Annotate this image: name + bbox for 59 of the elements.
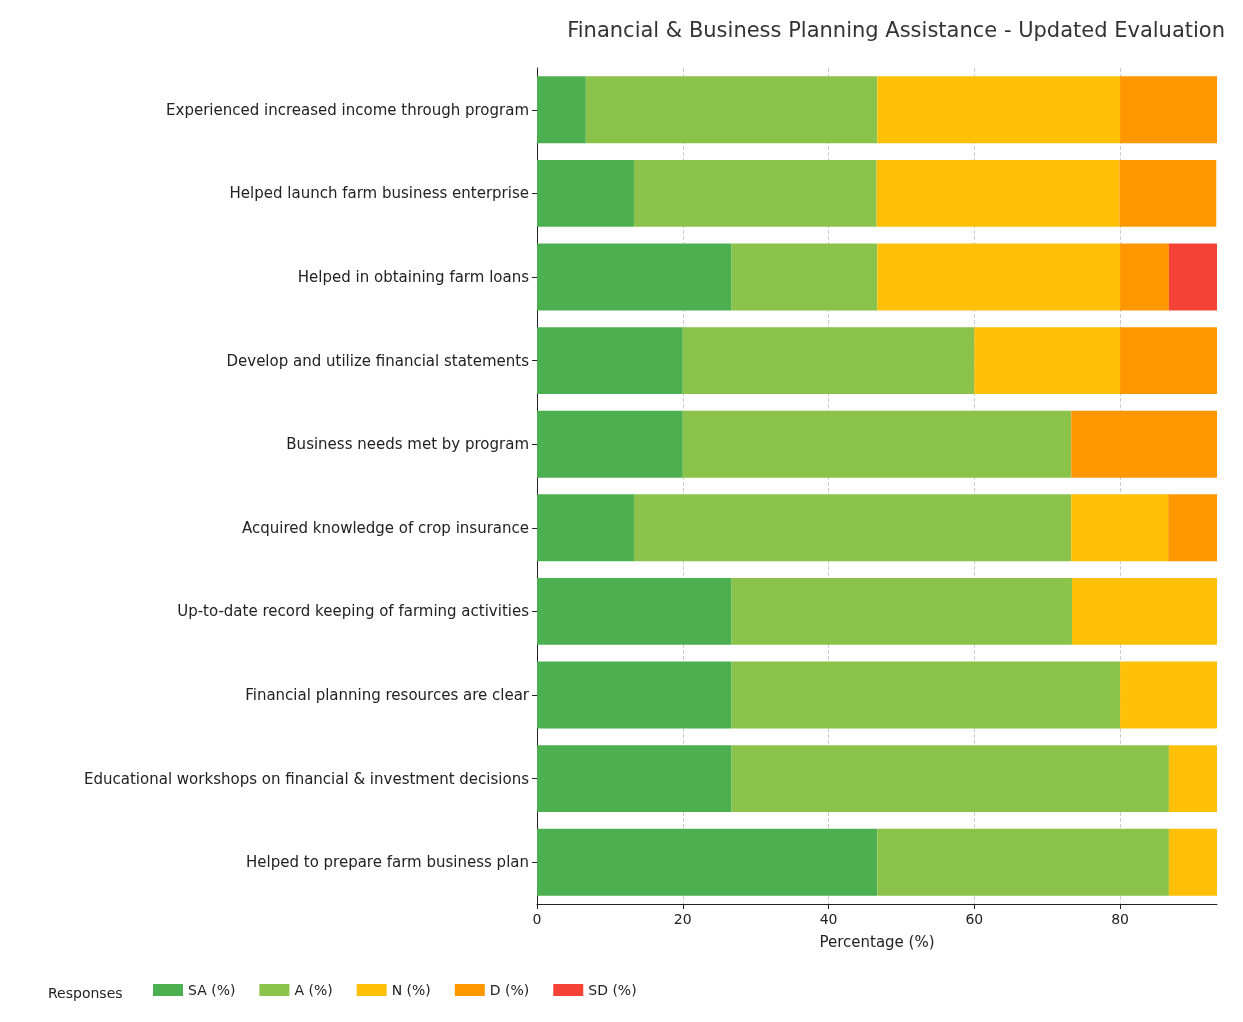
bar — [731, 745, 1169, 813]
bar — [537, 159, 634, 227]
bar — [877, 828, 1169, 896]
legend-label: SD (%) — [588, 982, 637, 998]
bar — [537, 76, 586, 144]
bar — [537, 243, 732, 311]
bar — [1120, 76, 1217, 144]
x-axis-title: Percentage (%) — [819, 932, 935, 951]
legend-label: SA (%) — [188, 982, 236, 998]
bar — [1120, 327, 1217, 395]
y-tick-label: Financial planning resources are clear — [245, 686, 530, 704]
legend-label: A (%) — [294, 982, 333, 998]
bar — [633, 159, 877, 227]
y-tick-label: Helped in obtaining farm loans — [297, 268, 530, 286]
bar — [1071, 577, 1217, 645]
bar — [1168, 745, 1217, 813]
chart-title: Financial & Business Planning Assistance - Updated Evaluation — [567, 17, 1226, 42]
bar — [585, 76, 878, 144]
x-tick-label: 20 — [673, 911, 692, 927]
y-tick-label: Up-to-date record keeping of farming activities — [177, 602, 530, 621]
bar — [537, 828, 878, 896]
bar — [877, 76, 1121, 144]
bar — [731, 577, 1072, 645]
x-tick-label: 40 — [819, 911, 838, 927]
bar — [731, 661, 1121, 729]
legend-title: Responses — [48, 985, 123, 1001]
bar — [731, 243, 878, 311]
y-tick-label: Experienced increased income through program — [166, 100, 529, 119]
y-tick-label: Business needs met by program — [286, 435, 529, 454]
bar — [1168, 494, 1217, 562]
y-tick-label: Helped to prepare farm business plan — [246, 853, 529, 872]
bar — [974, 327, 1121, 395]
x-tick-label: 60 — [965, 911, 984, 927]
y-tick-label: Acquired knowledge of crop insurance — [242, 518, 529, 537]
bar — [1119, 159, 1217, 227]
y-tick-label: Helped launch farm business enterprise — [229, 184, 529, 203]
bar — [537, 327, 683, 395]
bar — [1120, 243, 1169, 311]
bar — [877, 243, 1121, 311]
y-tick-label: Develop and utilize financial statements — [226, 351, 530, 370]
x-tick-label: 80 — [1111, 911, 1129, 927]
bar — [1071, 410, 1217, 478]
bar — [537, 745, 732, 813]
bar — [1168, 243, 1217, 311]
bar — [876, 159, 1120, 227]
bar — [537, 410, 683, 478]
legend-label: D (%) — [489, 982, 530, 998]
bar — [1168, 828, 1217, 896]
bar — [537, 661, 732, 729]
bar — [1120, 661, 1217, 729]
bar — [682, 410, 1072, 478]
bar — [682, 327, 975, 395]
y-tick-label: Educational workshops on financial & investment decisions — [84, 769, 530, 788]
bar — [537, 494, 634, 562]
bar — [537, 577, 732, 645]
bar — [1071, 494, 1169, 562]
x-tick-label: 0 — [532, 911, 542, 927]
legend-label: N (%) — [391, 982, 431, 998]
bar — [633, 494, 1072, 562]
